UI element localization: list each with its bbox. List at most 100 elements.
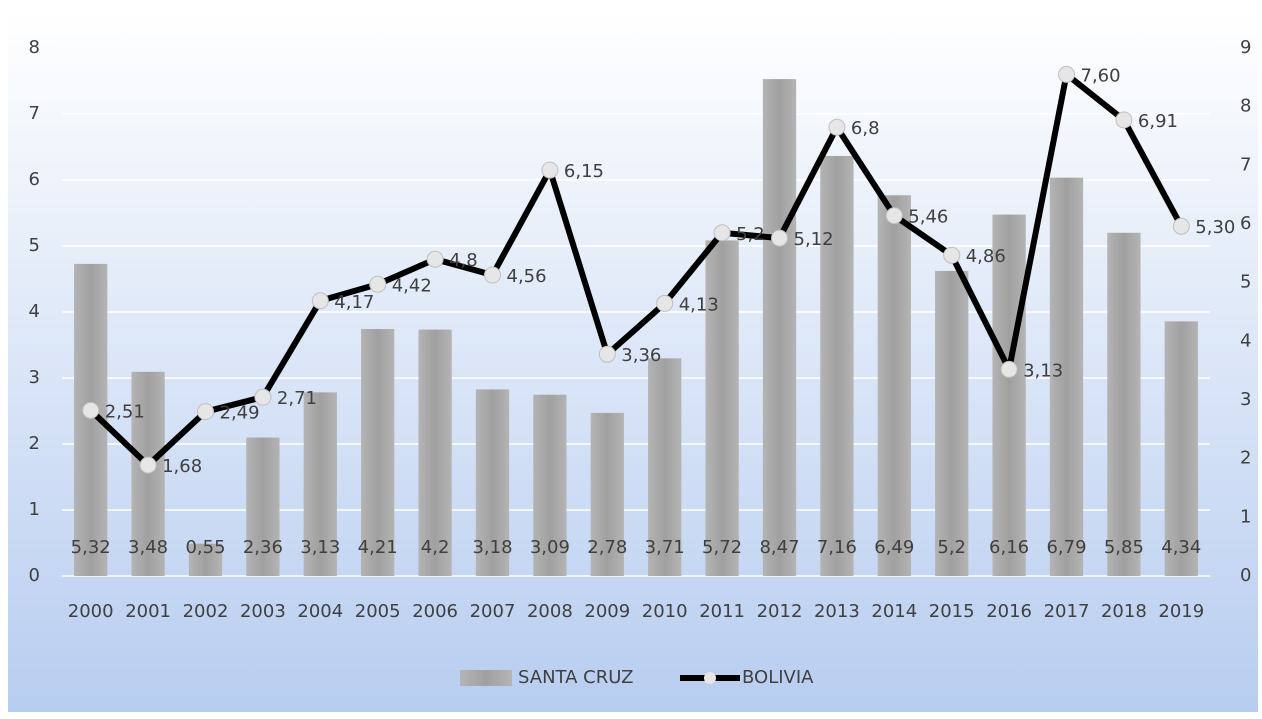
- bar: [246, 437, 280, 576]
- y2-tick-label: 9: [1240, 37, 1251, 58]
- line-marker: [828, 118, 846, 136]
- line-marker: [713, 224, 731, 242]
- line-marker: [369, 275, 387, 293]
- bar: [533, 394, 567, 576]
- line-marker: [484, 266, 501, 284]
- line-marker: [1115, 111, 1133, 129]
- bar-value-label: 6,49: [874, 537, 914, 558]
- y2-tick-label: 6: [1240, 213, 1251, 234]
- bar: [303, 392, 337, 576]
- bar: [475, 389, 510, 576]
- x-tick-label: 2011: [699, 601, 745, 622]
- y-tick-label: 8: [29, 37, 40, 58]
- y-tick-label: 7: [29, 103, 40, 124]
- bar-value-label: 5,2: [937, 537, 966, 558]
- line-marker: [1000, 360, 1018, 378]
- y-tick-label: 4: [29, 301, 40, 322]
- line-value-label: 5,2: [736, 224, 765, 245]
- line-marker: [426, 250, 444, 268]
- line-value-label: 5,46: [908, 207, 948, 228]
- bar-value-label: 4,2: [421, 537, 450, 558]
- line-marker: [771, 229, 788, 247]
- line-marker: [541, 161, 559, 179]
- line-value-label: 6,15: [564, 161, 604, 182]
- line-marker: [1172, 217, 1190, 235]
- bar: [590, 412, 624, 576]
- y-tick-label: 2: [29, 433, 40, 454]
- bar-value-label: 2,78: [587, 537, 627, 558]
- x-tick-label: 2006: [412, 601, 458, 622]
- bar: [1107, 232, 1141, 577]
- background: [8, 12, 1258, 712]
- bar-value-label: 3,71: [645, 537, 685, 558]
- bar-value-label: 2,36: [243, 537, 283, 558]
- line-value-label: 5,30: [1195, 217, 1235, 238]
- line-marker: [656, 294, 674, 312]
- bar-value-label: 5,72: [702, 537, 742, 558]
- x-tick-label: 2013: [814, 601, 860, 622]
- bar: [1164, 321, 1198, 576]
- bar-value-label: 5,85: [1104, 537, 1144, 558]
- y2-tick-label: 2: [1240, 448, 1251, 469]
- y-tick-label: 6: [29, 169, 40, 190]
- x-tick-label: 2017: [1044, 601, 1090, 622]
- bar: [935, 270, 969, 576]
- y-tick-label: 3: [29, 367, 40, 388]
- bar: [1049, 177, 1084, 577]
- line-marker: [254, 388, 272, 406]
- x-tick-label: 2003: [240, 601, 286, 622]
- bar-value-label: 0,55: [185, 537, 225, 558]
- y2-tick-label: 4: [1240, 330, 1251, 351]
- line-value-label: 2,49: [220, 403, 260, 424]
- line-marker: [1058, 65, 1075, 83]
- line-marker: [885, 207, 903, 225]
- y2-tick-label: 3: [1240, 389, 1251, 410]
- bar-value-label: 3,18: [472, 537, 512, 558]
- line-value-label: 5,12: [794, 229, 834, 250]
- bar: [992, 214, 1026, 576]
- line-value-label: 3,36: [621, 345, 661, 366]
- bar-value-label: 8,47: [759, 537, 799, 558]
- x-tick-label: 2000: [68, 601, 114, 622]
- x-tick-label: 2010: [642, 601, 688, 622]
- y-tick-label: 0: [29, 565, 40, 586]
- bar-value-label: 7,16: [817, 537, 857, 558]
- line-value-label: 6,91: [1138, 111, 1178, 132]
- y2-tick-label: 0: [1240, 565, 1251, 586]
- y2-tick-label: 5: [1240, 272, 1251, 293]
- bar-value-label: 5,32: [71, 537, 111, 558]
- line-marker: [311, 292, 329, 310]
- x-tick-label: 2009: [584, 601, 630, 622]
- x-tick-label: 2008: [527, 601, 573, 622]
- line-marker: [943, 246, 961, 264]
- x-tick-label: 2004: [297, 601, 343, 622]
- line-value-label: 4,42: [392, 275, 432, 296]
- bar: [131, 371, 165, 576]
- bar-value-label: 4,21: [358, 537, 398, 558]
- legend-swatch: [460, 670, 512, 686]
- line-value-label: 4,8: [449, 250, 478, 271]
- x-tick-label: 2019: [1158, 601, 1204, 622]
- x-tick-label: 2018: [1101, 601, 1147, 622]
- line-value-label: 2,51: [105, 401, 145, 422]
- line-value-label: 7,60: [1081, 65, 1121, 86]
- bar: [648, 358, 682, 576]
- line-value-label: 2,71: [277, 388, 317, 409]
- bar-value-label: 3,48: [128, 537, 168, 558]
- bar: [820, 155, 854, 577]
- y-tick-label: 1: [29, 499, 40, 520]
- line-value-label: 4,17: [334, 292, 374, 313]
- legend-label: BOLIVIA: [742, 667, 814, 688]
- bar-value-label: 4,34: [1161, 537, 1201, 558]
- bar: [705, 240, 739, 576]
- line-value-label: 1,68: [162, 456, 202, 477]
- bar: [418, 329, 452, 576]
- bar-value-label: 3,09: [530, 537, 570, 558]
- bar-value-label: 6,79: [1046, 537, 1086, 558]
- bar: [188, 543, 223, 576]
- line-value-label: 3,13: [1023, 360, 1063, 381]
- y2-tick-label: 8: [1240, 96, 1251, 117]
- y2-tick-label: 1: [1240, 506, 1251, 527]
- line-marker: [82, 401, 100, 419]
